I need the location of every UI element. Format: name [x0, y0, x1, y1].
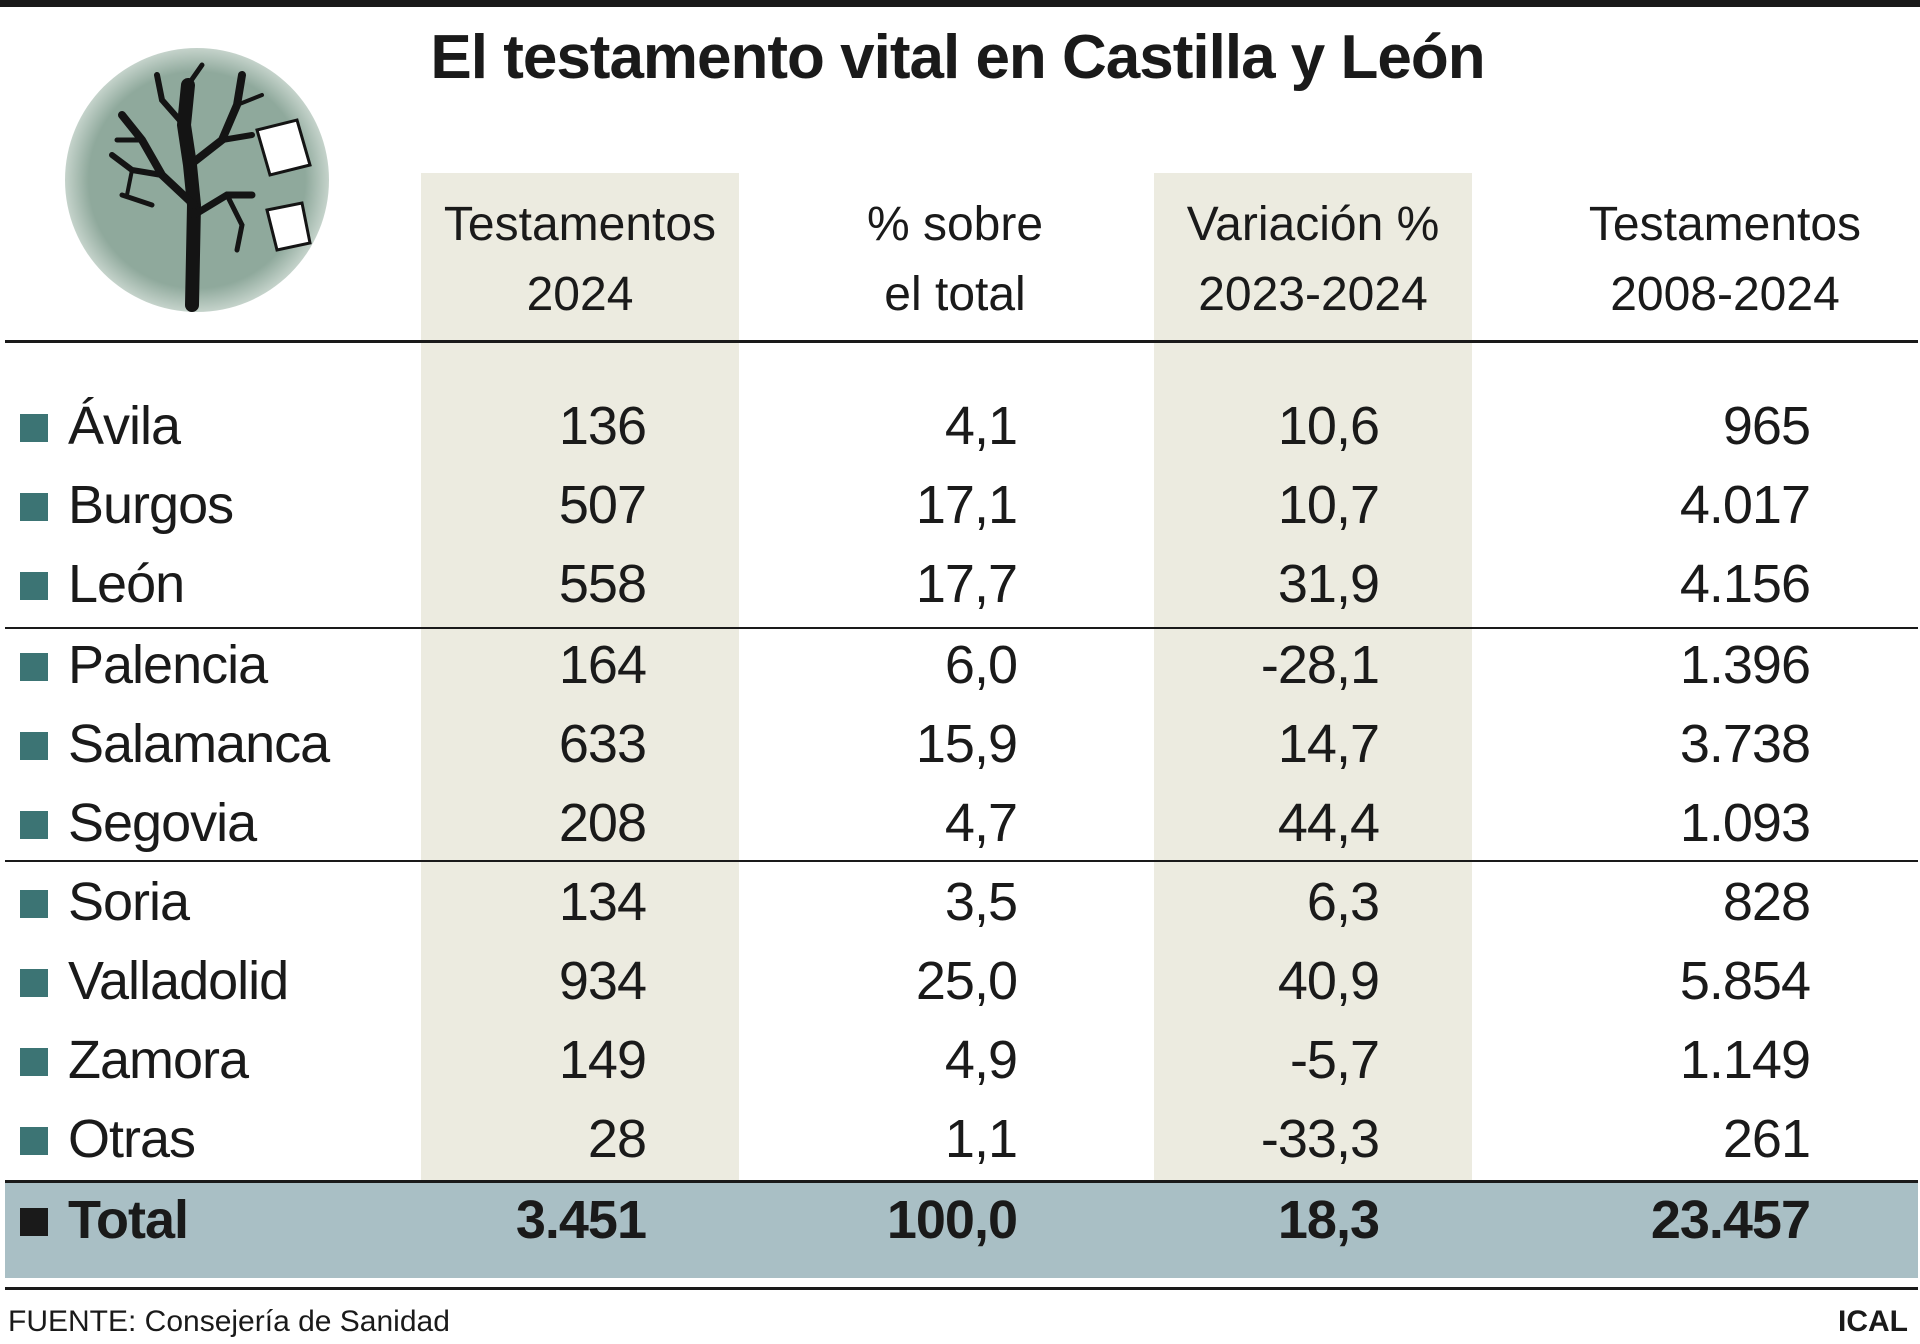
total-label: Total: [68, 1190, 189, 1250]
table-row: Zamora 149 4,9 -5,7 1.149: [0, 1020, 1920, 1100]
row-marker-icon: [20, 811, 48, 839]
source-note: FUENTE: Consejería de Sanidad: [8, 1305, 450, 1338]
cell-testamentos-2008-2024: 1.396: [1679, 635, 1811, 695]
row-label: Zamora: [68, 1030, 249, 1090]
table-row: Otras 28 1,1 -33,3 261: [0, 1099, 1920, 1179]
table-row: Soria 134 3,5 6,3 828: [0, 862, 1920, 942]
cell-testamentos-2008-2024: 1.093: [1679, 793, 1811, 853]
row-marker-icon: [20, 493, 48, 521]
cell-testamentos-2024: 633: [558, 714, 647, 774]
cell-porcentaje: 3,5: [944, 872, 1018, 932]
cell-variacion: 40,9: [1277, 951, 1380, 1011]
column-header-testamentos-2008-2024: Testamentos 2008-2024: [1530, 190, 1920, 330]
tree-with-papers-icon: [65, 48, 329, 312]
row-marker-icon: [20, 732, 48, 760]
cell-porcentaje: 4,1: [944, 396, 1018, 456]
top-rule: [0, 0, 1920, 7]
cell-testamentos-2008-2024: 4.156: [1679, 554, 1811, 614]
table-row: Segovia 208 4,7 44,4 1.093: [0, 783, 1920, 863]
cell-testamentos-2024: 208: [558, 793, 647, 853]
row-marker-icon: [20, 653, 48, 681]
cell-porcentaje: 17,7: [915, 554, 1018, 614]
row-label: León: [68, 554, 185, 614]
column-header-porcentaje: % sobre el total: [800, 190, 1110, 330]
row-label: Palencia: [68, 635, 268, 695]
cell-porcentaje: 25,0: [915, 951, 1018, 1011]
table-row: Palencia 164 6,0 -28,1 1.396: [0, 625, 1920, 705]
cell-testamentos-2024: 507: [558, 475, 647, 535]
row-marker-icon: [20, 890, 48, 918]
cell-variacion: 10,6: [1277, 396, 1380, 456]
column-header-line: 2008-2024: [1610, 268, 1840, 321]
cell-testamentos-2024: 136: [558, 396, 647, 456]
cell-porcentaje: 15,9: [915, 714, 1018, 774]
cell-testamentos-2008-2024: 3.738: [1679, 714, 1811, 774]
row-label: Salamanca: [68, 714, 330, 774]
column-header-line: Testamentos: [1588, 198, 1862, 251]
total-porcentaje: 100,0: [886, 1190, 1018, 1250]
cell-variacion: 44,4: [1277, 793, 1380, 853]
cell-testamentos-2008-2024: 4.017: [1679, 475, 1811, 535]
cell-testamentos-2024: 134: [558, 872, 647, 932]
footer-divider: [5, 1287, 1918, 1290]
cell-variacion: -33,3: [1260, 1109, 1380, 1169]
row-label: Soria: [68, 872, 190, 932]
column-header-line: el total: [884, 268, 1026, 321]
cell-porcentaje: 17,1: [915, 475, 1018, 535]
total-row: Total 3.451 100,0 18,3 23.457: [0, 1180, 1920, 1260]
cell-porcentaje: 4,7: [944, 793, 1018, 853]
cell-variacion: -28,1: [1260, 635, 1380, 695]
cell-testamentos-2008-2024: 1.149: [1679, 1030, 1811, 1090]
cell-variacion: -5,7: [1289, 1030, 1380, 1090]
header-divider: [5, 340, 1918, 343]
cell-testamentos-2008-2024: 261: [1722, 1109, 1811, 1169]
cell-testamentos-2024: 149: [558, 1030, 647, 1090]
column-header-line: Variación %: [1186, 198, 1440, 251]
total-marker-icon: [20, 1208, 48, 1236]
cell-variacion: 14,7: [1277, 714, 1380, 774]
column-header-line: % sobre: [866, 198, 1044, 251]
table-row: León 558 17,7 31,9 4.156: [0, 544, 1920, 624]
table-row: Salamanca 633 15,9 14,7 3.738: [0, 704, 1920, 784]
total-band: [5, 1180, 1918, 1278]
total-testamentos-2008-2024: 23.457: [1650, 1190, 1811, 1250]
cell-testamentos-2008-2024: 5.854: [1679, 951, 1811, 1011]
row-marker-icon: [20, 572, 48, 600]
cell-testamentos-2024: 28: [587, 1109, 647, 1169]
cell-porcentaje: 1,1: [944, 1109, 1018, 1169]
cell-testamentos-2008-2024: 965: [1722, 396, 1811, 456]
cell-testamentos-2024: 558: [558, 554, 647, 614]
cell-testamentos-2024: 164: [558, 635, 647, 695]
cell-variacion: 31,9: [1277, 554, 1380, 614]
total-variacion: 18,3: [1277, 1190, 1380, 1250]
cell-porcentaje: 6,0: [944, 635, 1018, 695]
row-marker-icon: [20, 414, 48, 442]
column-header-line: Testamentos: [443, 198, 717, 251]
cell-variacion: 6,3: [1306, 872, 1380, 932]
row-label: Burgos: [68, 475, 234, 535]
row-marker-icon: [20, 1127, 48, 1155]
column-header-line: 2023-2024: [1198, 268, 1428, 321]
total-testamentos-2024: 3.451: [515, 1190, 647, 1250]
row-label: Valladolid: [68, 951, 289, 1011]
row-marker-icon: [20, 969, 48, 997]
brand-label: ICAL: [1838, 1305, 1908, 1338]
cell-testamentos-2024: 934: [558, 951, 647, 1011]
cell-testamentos-2008-2024: 828: [1722, 872, 1811, 932]
row-label: Segovia: [68, 793, 257, 853]
table-row: Burgos 507 17,1 10,7 4.017: [0, 465, 1920, 545]
table-row: Valladolid 934 25,0 40,9 5.854: [0, 941, 1920, 1021]
column-header-variacion: Variación % 2023-2024: [1154, 190, 1472, 330]
row-label: Ávila: [68, 396, 181, 456]
cell-porcentaje: 4,9: [944, 1030, 1018, 1090]
chart-title: El testamento vital en Castilla y León: [430, 23, 1485, 92]
cell-variacion: 10,7: [1277, 475, 1380, 535]
table-row: Ávila 136 4,1 10,6 965: [0, 386, 1920, 466]
group-divider: [5, 627, 1918, 629]
group-divider: [5, 860, 1918, 862]
row-marker-icon: [20, 1048, 48, 1076]
column-header-line: 2024: [526, 268, 634, 321]
column-header-testamentos-2024: Testamentos 2024: [421, 190, 739, 330]
row-label: Otras: [68, 1109, 196, 1169]
